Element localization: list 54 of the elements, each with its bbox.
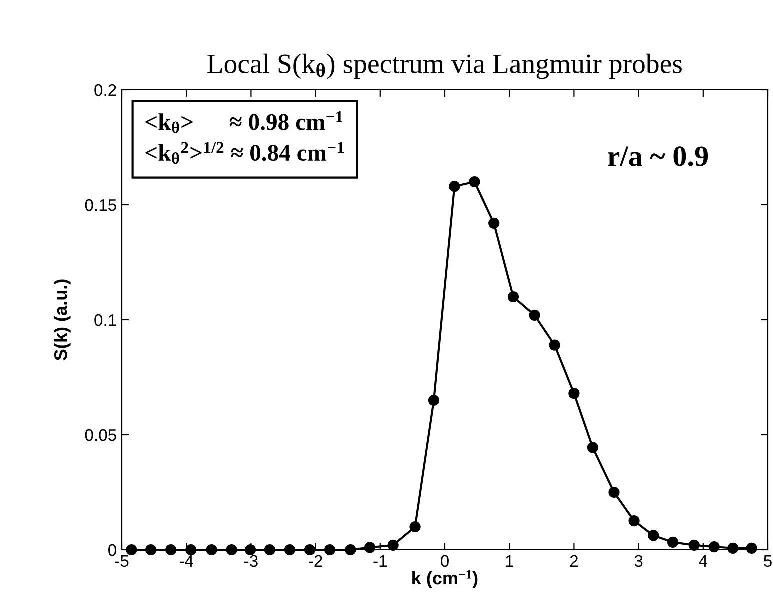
point: [388, 540, 399, 551]
chart-title: Local S(k$_{θ}$) spectrum via Langmuir probes: [208, 54, 682, 80]
x-tick-label: -2: [309, 555, 322, 567]
point: [449, 181, 460, 192]
point: [667, 536, 679, 548]
point: [549, 340, 560, 351]
x-tick-label: 5: [764, 555, 772, 568]
point: [284, 544, 296, 556]
point: [126, 544, 138, 556]
y-tick-label: 0: [108, 544, 116, 556]
point: [688, 540, 700, 551]
point: [206, 544, 218, 556]
point: [304, 544, 316, 556]
point: [264, 544, 276, 556]
point: [186, 544, 197, 556]
y-tick-label: 0.1: [94, 314, 116, 326]
point: [428, 394, 440, 406]
point: [364, 542, 376, 554]
point: [728, 542, 739, 554]
x-tick-label: 0: [441, 555, 449, 568]
x-tick-label: -5: [115, 555, 129, 568]
point: [648, 530, 660, 542]
annotation: r/a ~ 0.9: [608, 146, 708, 166]
point: [708, 541, 720, 553]
y-axis-title: S(k) (a.u.): [54, 280, 71, 361]
x-tick-label: -1: [374, 555, 387, 567]
x-axis-title: k (cm$^{−1}$): [412, 570, 478, 588]
x-tick-label: -3: [244, 555, 258, 568]
point: [166, 544, 177, 556]
y-tick-label: 0.15: [85, 199, 116, 212]
point: [245, 544, 256, 556]
x-tick-label: 3: [634, 555, 643, 568]
x-tick-label: -4: [180, 555, 194, 567]
point: [324, 544, 336, 556]
y-tick-label: 0.2: [94, 84, 116, 96]
y-tick-label: 0.05: [85, 429, 116, 442]
annotation: <k$_{θ}$> ≈ 0.98 cm$^{−1}$: [146, 112, 343, 134]
point: [529, 310, 540, 321]
point: [488, 218, 500, 229]
point: [628, 515, 640, 527]
annotation: <k$_{θ}$$^{2}$>$^{1/2}$ ≈ 0.84 cm$^{−1}$: [146, 142, 344, 164]
point: [469, 176, 480, 188]
point: [410, 521, 421, 533]
point: [568, 388, 580, 400]
point: [508, 291, 520, 303]
point: [146, 544, 157, 556]
x-tick-label: 2: [570, 555, 578, 567]
point: [587, 442, 598, 454]
point: [746, 542, 758, 554]
x-tick-label: 1: [506, 555, 514, 567]
x-tick-label: 4: [699, 555, 708, 567]
point: [345, 544, 356, 556]
point: [226, 544, 238, 556]
point: [608, 486, 620, 498]
